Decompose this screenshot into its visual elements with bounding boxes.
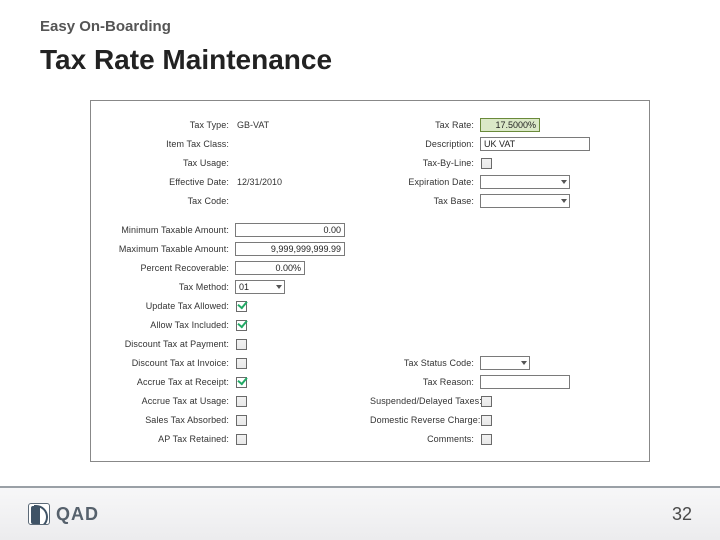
disc-at-invoice-checkbox[interactable] <box>236 358 247 369</box>
suspended-checkbox[interactable] <box>481 396 492 407</box>
tax-type-value: GB-VAT <box>235 118 269 132</box>
tax-by-line-checkbox[interactable] <box>481 158 492 169</box>
comments-checkbox[interactable] <box>481 434 492 445</box>
slide: Easy On-Boarding Tax Rate Maintenance Ta… <box>0 0 720 540</box>
tax-usage-label: Tax Usage: <box>103 158 235 168</box>
tax-status-code-label: Tax Status Code: <box>370 358 480 368</box>
footer: QAD 32 <box>0 486 720 540</box>
tax-type-label: Tax Type: <box>103 120 235 130</box>
form: Tax Type: GB-VAT Tax Rate: 17.5000% Item… <box>91 101 649 461</box>
update-tax-allowed-label: Update Tax Allowed: <box>103 301 235 311</box>
tax-reason-label: Tax Reason: <box>370 377 480 387</box>
max-taxable-label: Maximum Taxable Amount: <box>103 244 235 254</box>
domestic-rc-checkbox[interactable] <box>481 415 492 426</box>
min-taxable-label: Minimum Taxable Amount: <box>103 225 235 235</box>
max-taxable-input[interactable]: 9,999,999,999.99 <box>235 242 345 256</box>
accrue-receipt-checkbox[interactable] <box>236 377 247 388</box>
sales-tax-absorbed-label: Sales Tax Absorbed: <box>103 415 235 425</box>
tax-code-value <box>235 194 237 208</box>
qad-logo-text: QAD <box>56 504 99 525</box>
slide-title: Tax Rate Maintenance <box>40 44 332 76</box>
expiration-date-input[interactable] <box>480 175 570 189</box>
tax-rate-label: Tax Rate: <box>370 120 480 130</box>
disc-at-payment-label: Discount Tax at Payment: <box>103 339 235 349</box>
description-label: Description: <box>370 139 480 149</box>
tax-reason-input[interactable] <box>480 375 570 389</box>
description-input[interactable]: UK VAT <box>480 137 590 151</box>
allow-tax-included-checkbox[interactable] <box>236 320 247 331</box>
qad-logo-icon <box>28 503 50 525</box>
tax-base-label: Tax Base: <box>370 196 480 206</box>
ap-tax-retained-checkbox[interactable] <box>236 434 247 445</box>
suspended-label: Suspended/Delayed Taxes: <box>370 396 480 406</box>
effective-date-value: 12/31/2010 <box>235 175 282 189</box>
effective-date-label: Effective Date: <box>103 177 235 187</box>
page-number: 32 <box>672 504 692 525</box>
tax-by-line-label: Tax-By-Line: <box>370 158 480 168</box>
accrue-usage-label: Accrue Tax at Usage: <box>103 396 235 406</box>
tax-method-select[interactable]: 01 <box>235 280 285 294</box>
slide-subtitle: Easy On-Boarding <box>40 18 171 35</box>
disc-at-invoice-label: Discount Tax at Invoice: <box>103 358 235 368</box>
tax-status-code-select[interactable] <box>480 356 530 370</box>
allow-tax-included-label: Allow Tax Included: <box>103 320 235 330</box>
domestic-rc-label: Domestic Reverse Charge: <box>370 415 480 425</box>
tax-code-label: Tax Code: <box>103 196 235 206</box>
tax-rate-input[interactable]: 17.5000% <box>480 118 540 132</box>
ap-tax-retained-label: AP Tax Retained: <box>103 434 235 444</box>
sales-tax-absorbed-checkbox[interactable] <box>236 415 247 426</box>
pct-recover-label: Percent Recoverable: <box>103 263 235 273</box>
min-taxable-input[interactable]: 0.00 <box>235 223 345 237</box>
pct-recover-input[interactable]: 0.00% <box>235 261 305 275</box>
accrue-usage-checkbox[interactable] <box>236 396 247 407</box>
update-tax-allowed-checkbox[interactable] <box>236 301 247 312</box>
disc-at-payment-checkbox[interactable] <box>236 339 247 350</box>
expiration-date-label: Expiration Date: <box>370 177 480 187</box>
accrue-receipt-label: Accrue Tax at Receipt: <box>103 377 235 387</box>
tax-base-input[interactable] <box>480 194 570 208</box>
tax-usage-value <box>235 156 237 170</box>
form-panel: Tax Type: GB-VAT Tax Rate: 17.5000% Item… <box>90 100 650 462</box>
item-tax-class-value <box>235 137 237 151</box>
tax-method-label: Tax Method: <box>103 282 235 292</box>
item-tax-class-label: Item Tax Class: <box>103 139 235 149</box>
comments-label: Comments: <box>370 434 480 444</box>
qad-logo: QAD <box>28 503 99 525</box>
